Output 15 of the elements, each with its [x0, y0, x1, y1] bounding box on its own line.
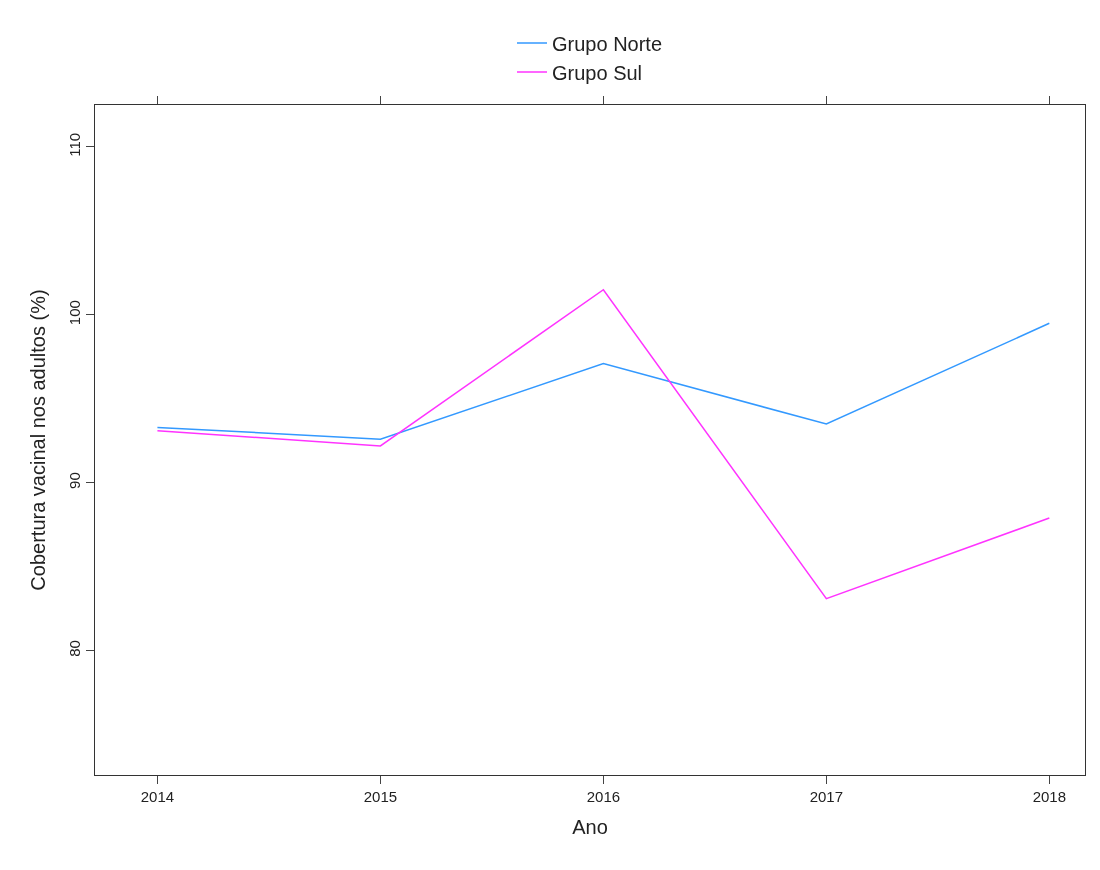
- line-series: [156, 288, 1051, 600]
- y-tick-label: 90: [66, 472, 83, 489]
- y-tick-label: 110: [66, 132, 83, 157]
- x-tick-label: 2014: [140, 788, 175, 805]
- x-axis-title: Ano: [572, 815, 608, 838]
- x-tick-label: 2015: [363, 788, 398, 805]
- legend-label: Grupo Norte: [552, 32, 663, 55]
- x-tick-label: 2017: [809, 788, 844, 805]
- x-tick-label: 2018: [1032, 788, 1067, 805]
- x-tick-label: 2016: [586, 788, 621, 805]
- y-tick-label: 100: [66, 300, 83, 326]
- legend-label: Grupo Sul: [552, 61, 643, 84]
- y-tick-label: 80: [66, 640, 83, 657]
- y-axis-title: Cobertura vacinal nos adultos (%): [26, 289, 49, 591]
- line-series: [156, 322, 1051, 440]
